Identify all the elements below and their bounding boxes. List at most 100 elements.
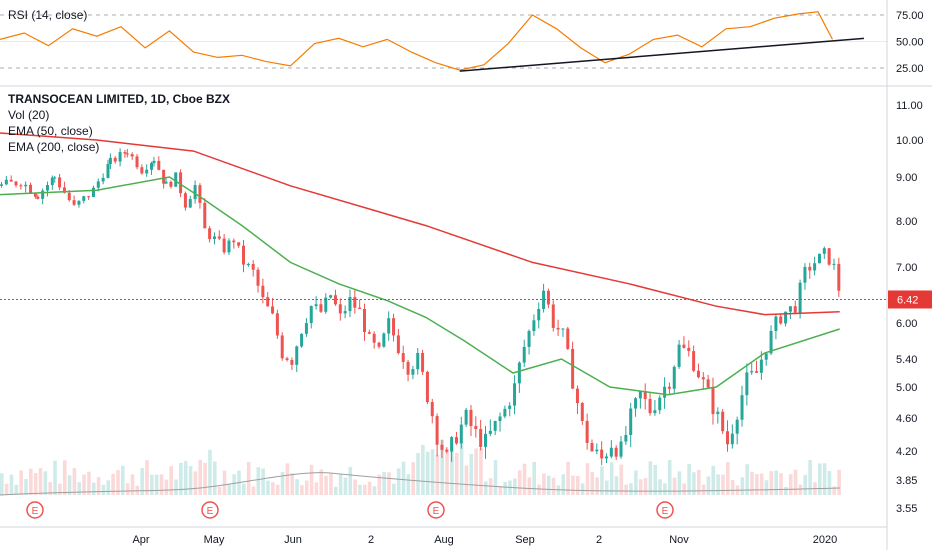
candle-body <box>667 386 671 389</box>
candle-body <box>382 333 386 347</box>
candle-body <box>174 172 178 187</box>
candle-body <box>314 304 318 307</box>
earnings-marker-label: E <box>433 506 440 517</box>
candle-body <box>188 199 192 208</box>
candle-body <box>493 421 497 431</box>
candle-body <box>101 177 105 182</box>
volume-bar <box>363 484 367 495</box>
candle-body <box>745 372 749 396</box>
candle-body <box>779 316 783 324</box>
volume-bar <box>769 471 774 495</box>
volume-bar <box>803 474 808 495</box>
candle-body <box>363 308 366 333</box>
volume-bar <box>793 469 798 495</box>
volume-bar <box>358 484 362 495</box>
indicator-label-volume: Vol (20) <box>8 108 50 122</box>
volume-bar <box>595 477 599 495</box>
rsi-label: RSI (14, close) <box>8 8 88 22</box>
volume-bar <box>474 448 478 495</box>
candle-body <box>755 371 759 373</box>
volume-bar <box>387 472 391 495</box>
volume-bar <box>522 463 527 495</box>
volume-bar <box>24 479 28 495</box>
candle-body <box>711 387 715 415</box>
candle-body <box>266 297 270 307</box>
volume-bar <box>53 460 57 495</box>
candle-body <box>242 245 245 265</box>
candle-body <box>450 437 454 452</box>
volume-bar <box>101 484 106 495</box>
candle-body <box>454 437 458 444</box>
candle-body <box>803 266 807 283</box>
candle-body <box>36 196 40 199</box>
volume-bar <box>275 484 280 495</box>
candle-body <box>222 238 226 253</box>
candle-body <box>179 172 183 194</box>
candle-body <box>353 297 357 308</box>
candle-body <box>813 263 817 271</box>
earnings-marker-icon <box>656 501 674 519</box>
volume-bar <box>164 479 169 495</box>
volume-bar <box>154 474 159 495</box>
volume-bar <box>837 469 841 495</box>
volume-bar <box>242 483 246 495</box>
candle-body <box>106 164 110 178</box>
candle-body <box>157 160 161 170</box>
candle-body <box>4 179 8 185</box>
candle-body <box>113 157 117 162</box>
candle-body <box>329 295 333 298</box>
candle-body <box>411 369 415 375</box>
candle-body <box>469 409 473 427</box>
volume-bar <box>469 453 474 495</box>
earnings-marker-label: E <box>32 506 39 517</box>
candle-body <box>527 331 531 347</box>
candle-body <box>152 160 156 164</box>
volume-bar <box>212 461 217 495</box>
volume-bar <box>9 474 14 495</box>
symbol-title: TRANSOCEAN LIMITED, 1D, Cboe BZX <box>8 92 231 106</box>
volume-bar <box>140 467 144 495</box>
volume-bar <box>493 460 498 495</box>
candle-body <box>740 395 744 420</box>
time-tick-label: 2 <box>368 534 374 546</box>
indicator-label-ema200: EMA (200, close) <box>8 140 100 154</box>
earnings-marker-icon <box>201 501 219 519</box>
volume-bar <box>145 460 149 495</box>
candle-body <box>430 402 434 417</box>
candle-body <box>832 263 836 265</box>
candle-body <box>135 156 139 168</box>
volume-bar <box>779 473 783 495</box>
candle-body <box>730 433 734 445</box>
volume-bar <box>33 473 38 495</box>
candle-body <box>372 333 376 343</box>
volume-bar <box>484 481 488 495</box>
volume-bar <box>193 471 198 495</box>
candle-body <box>701 377 705 380</box>
volume-bar <box>425 451 430 495</box>
volume-bar <box>77 482 82 495</box>
volume-bar <box>537 484 541 495</box>
price-tick-label: 10.00 <box>896 135 924 147</box>
volume-bar <box>251 486 256 495</box>
volume-bar <box>605 480 609 495</box>
candle-body <box>164 181 168 184</box>
candle-body <box>537 309 541 321</box>
volume-bar <box>798 484 803 495</box>
candle-body <box>764 353 768 360</box>
earnings-marker-label: E <box>207 506 214 517</box>
volume-bar <box>43 471 48 495</box>
volume-bar <box>750 471 754 495</box>
volume-bar <box>561 474 566 495</box>
candle-body <box>290 360 294 365</box>
volume-bar <box>726 462 730 495</box>
volume-bar <box>464 465 469 495</box>
candle-body <box>401 353 405 362</box>
volume-bar <box>48 482 52 495</box>
candle-body <box>474 426 478 430</box>
volume-bar <box>459 442 464 495</box>
volume-bar <box>808 460 812 495</box>
candle-body <box>716 411 720 415</box>
price-tick-label: 5.40 <box>896 354 917 366</box>
volume-bar <box>285 463 290 495</box>
